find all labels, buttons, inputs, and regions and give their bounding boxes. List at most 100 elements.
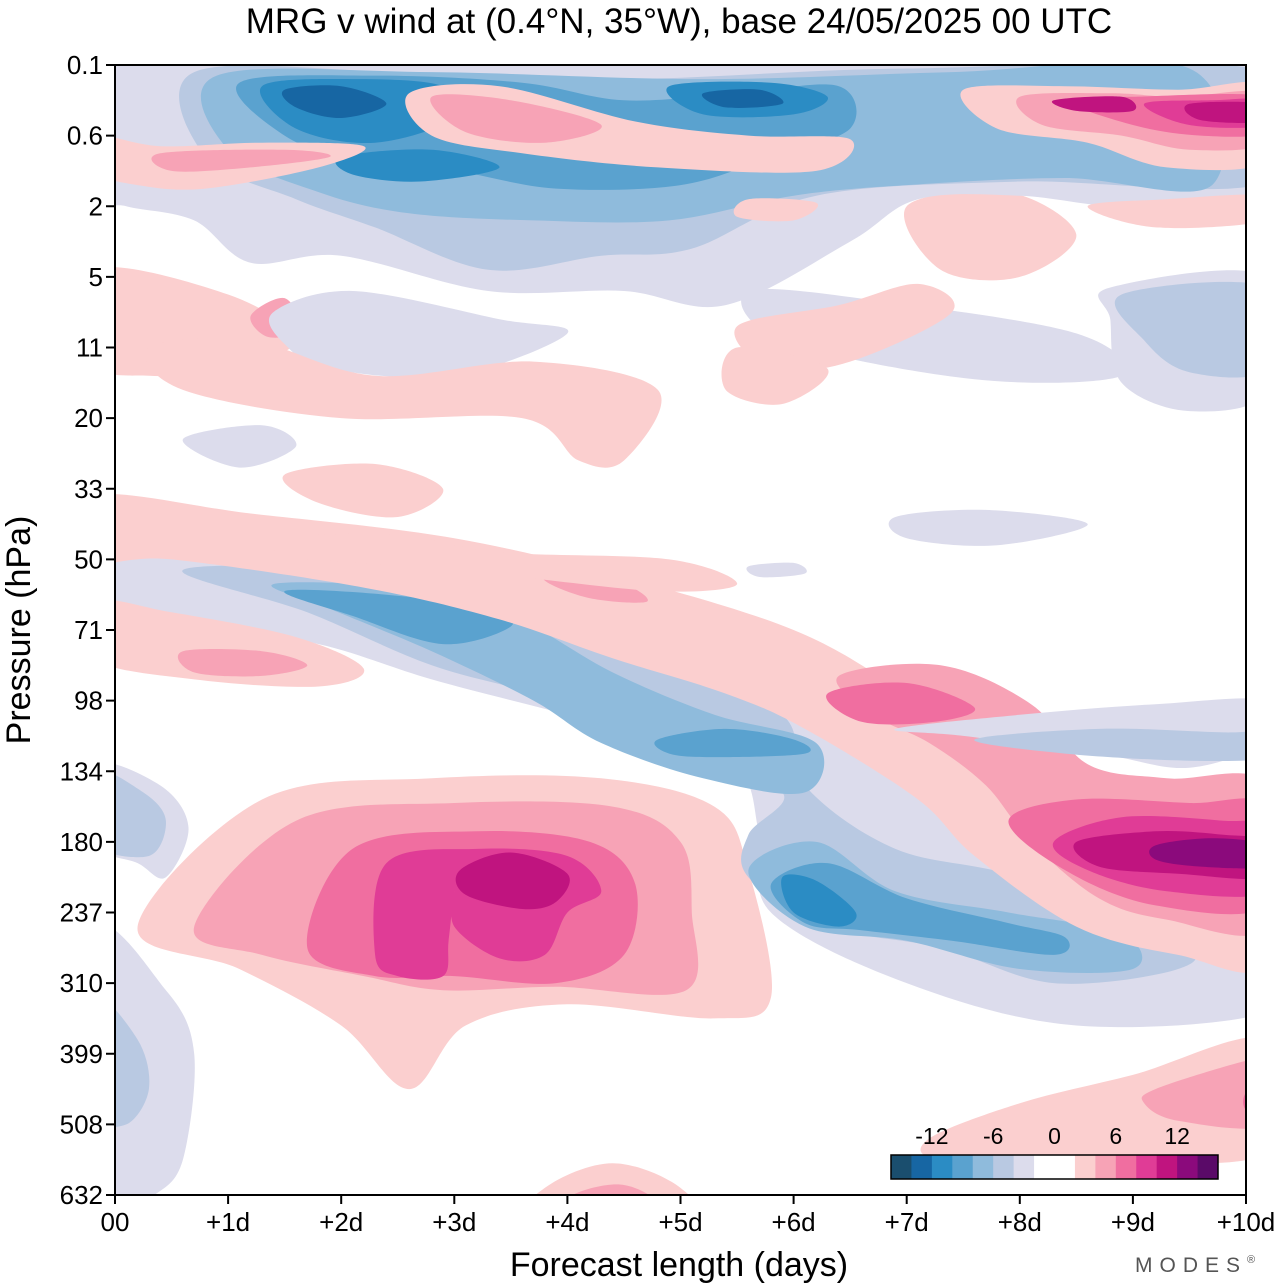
colorbar-swatch: [1115, 1155, 1137, 1179]
colorbar-swatch: [1074, 1155, 1096, 1179]
y-tick-label: 5: [89, 262, 103, 292]
y-tick-label: 50: [74, 544, 103, 574]
x-axis: 00 +1d +2d +3d +4d +5d +6d +7d +8d +9d +10d: [101, 1195, 1276, 1237]
negative-contour-level-5: [781, 874, 857, 927]
x-tick-label: 00: [101, 1207, 130, 1237]
negative-contour-level-2: [974, 728, 1246, 762]
brand-text: MODES: [1135, 1254, 1247, 1277]
colorbar-swatch: [1156, 1155, 1178, 1179]
negative-contour-level-4: [770, 862, 1070, 955]
x-tick-label: +8d: [998, 1207, 1042, 1237]
positive-contour-level-5: [1184, 101, 1246, 123]
y-tick-label: 180: [60, 827, 103, 857]
colorbar-tick-label: 0: [1048, 1123, 1061, 1149]
x-axis-label: Forecast length (days): [510, 1246, 848, 1284]
y-tick-label: 508: [60, 1109, 103, 1139]
colorbar-tick-label: -6: [983, 1123, 1003, 1149]
positive-contour-level-2: [1141, 1060, 1246, 1129]
positive-contour-level-1: [920, 1037, 1246, 1164]
negative-contour-level-6: [281, 85, 387, 119]
y-tick-label: 134: [60, 756, 103, 786]
positive-contour-level-3: [826, 682, 976, 725]
negative-contour-level-1: [115, 930, 195, 1195]
chart-title: MRG v wind at (0.4°N, 35°W), base 24/05/…: [246, 2, 1112, 41]
positive-contour-level-1: [535, 1163, 690, 1195]
y-tick-label: 71: [74, 615, 103, 645]
colorbar-tick-label: 12: [1164, 1123, 1190, 1149]
positive-contour-level-2: [572, 1184, 650, 1195]
colorbar-swatch: [891, 1155, 912, 1179]
positive-contour-level-3: [1243, 1092, 1246, 1111]
x-tick-label: +2d: [319, 1207, 363, 1237]
colorbar: -12 -6 0 6 12: [890, 1123, 1219, 1180]
negative-contour-level-1: [268, 290, 569, 378]
y-axis-label: Pressure (hPa): [0, 516, 38, 745]
y-tick-label: 0.6: [67, 121, 103, 151]
colorbar-swatch: [1136, 1155, 1158, 1179]
x-tick-label: +7d: [885, 1207, 929, 1237]
positive-contour-level-2: [430, 94, 602, 143]
y-tick-label: 2: [89, 191, 103, 221]
negative-contour-level-1: [1246, 56, 1271, 72]
positive-contour-level-6: [1149, 838, 1246, 869]
negative-contour-level-2: [115, 1009, 150, 1127]
positive-contour-level-1: [903, 190, 1077, 281]
positive-contour-level-1: [115, 494, 1246, 973]
y-tick-label: 33: [74, 474, 103, 504]
x-tick-label: +1d: [206, 1207, 250, 1237]
colorbar-swatch: [972, 1155, 994, 1179]
positive-contour-level-2: [177, 648, 308, 677]
colorbar-swatch: [1197, 1155, 1219, 1179]
x-tick-label: +4d: [545, 1207, 589, 1237]
brand-mark: ®: [1247, 1254, 1262, 1266]
colorbar-tick-label: 6: [1109, 1123, 1122, 1149]
x-tick-label: +9d: [1111, 1207, 1155, 1237]
y-tick-label: 237: [60, 898, 103, 928]
plot-area: [114, 56, 1271, 1196]
negative-contour-level-6: [701, 89, 784, 108]
negative-contour-level-5: [335, 149, 500, 182]
y-tick-label: 20: [74, 403, 103, 433]
negative-contour-level-1: [1246, 481, 1271, 532]
positive-contour-level-5: [1051, 96, 1137, 113]
negative-contour-level-2: [182, 565, 1196, 984]
positive-contour-level-1: [144, 338, 662, 468]
x-tick-label: +10d: [1217, 1207, 1276, 1237]
contour-field: [115, 56, 1271, 1195]
colorbar-swatch: [931, 1155, 953, 1179]
y-tick-label: 98: [74, 686, 103, 716]
negative-contour-level-2: [115, 774, 166, 858]
negative-contour-level-1: [888, 509, 1088, 546]
negative-contour-level-4: [654, 728, 811, 758]
colorbar-swatch: [1054, 1155, 1076, 1179]
colorbar-swatch: [993, 1155, 1015, 1179]
colorbar-swatch: [1034, 1155, 1055, 1179]
y-tick-label: 310: [60, 968, 103, 998]
y-tick-label: 632: [60, 1180, 103, 1210]
positive-contour-level-1: [1087, 194, 1246, 229]
positive-contour-level-1: [734, 283, 955, 372]
positive-contour-level-2: [151, 149, 331, 172]
positive-contour-level-1: [721, 346, 829, 405]
y-axis: 0.1 0.6 2 5 11 20 33 50 71 98 134 180 237 310 399 508 63…: [60, 50, 115, 1210]
colorbar-swatch: [911, 1155, 933, 1179]
positive-contour-level-1: [272, 533, 738, 592]
positive-contour-level-1: [282, 463, 444, 518]
colorbar-frame: [890, 1154, 1219, 1180]
positive-contour-level-5: [455, 852, 570, 910]
negative-contour-level-2: [1114, 281, 1246, 378]
y-tick-label: 399: [60, 1039, 103, 1069]
colorbar-swatch: [1177, 1155, 1199, 1179]
colorbar-swatch: [952, 1155, 974, 1179]
colorbar-tick-label: -12: [915, 1123, 948, 1149]
negative-contour-level-1: [182, 425, 297, 468]
x-tick-label: +6d: [772, 1207, 816, 1237]
colorbar-swatch: [1095, 1155, 1117, 1179]
colorbar-swatch: [1013, 1155, 1035, 1179]
x-tick-label: +5d: [658, 1207, 702, 1237]
modes-logo: MODES®: [1135, 1254, 1262, 1277]
positive-contour-level-1: [733, 198, 819, 222]
x-tick-label: +3d: [432, 1207, 476, 1237]
y-tick-label: 11: [76, 333, 103, 363]
